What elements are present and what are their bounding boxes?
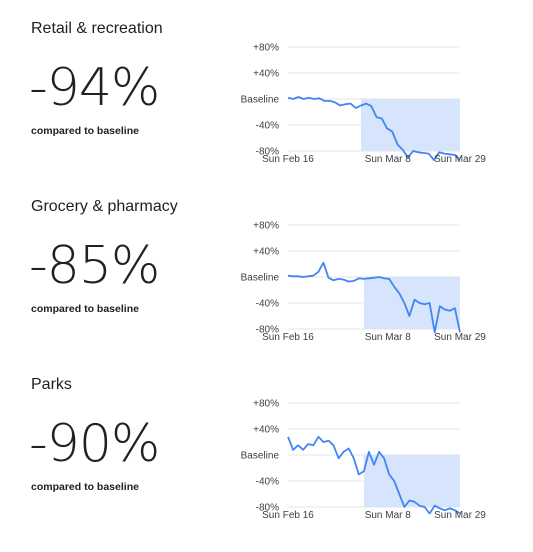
y-tick-label: -40% [256, 299, 279, 310]
panel-grocery: Grocery & pharmacy -85% compared to base… [0, 178, 533, 356]
y-tick-label: +80% [253, 399, 279, 410]
series-line [287, 96, 461, 161]
trend-chart: +80% +40% Baseline -40% -80%Sun Feb 16 Sun Ma… [241, 43, 487, 166]
series-line [287, 435, 461, 515]
x-tick-label: Sun Feb 16 [262, 510, 314, 521]
caption: compared to baseline [31, 303, 139, 315]
trend-chart: +80% +40% Baseline -40% -80%Sun Feb 16 Sun Ma… [241, 221, 487, 344]
trend-chart: +80% +40% Baseline -40% -80%Sun Feb 16 Sun Ma… [241, 399, 487, 522]
series-line [287, 261, 461, 334]
headline-value: -90% [29, 414, 160, 474]
panel-retail: Retail & recreation -94% compared to bas… [0, 0, 533, 178]
y-tick-label: Baseline [241, 95, 280, 106]
y-tick-label: +40% [253, 425, 279, 436]
y-tick-label: -80% [256, 503, 279, 514]
y-tick-label: Baseline [241, 273, 280, 284]
y-tick-label: Baseline [241, 451, 280, 462]
x-tick-label: Sun Mar 29 [434, 332, 486, 343]
x-tick-label: Sun Mar 29 [434, 510, 486, 521]
y-tick-label: -80% [256, 325, 279, 336]
panel-title: Retail & recreation [31, 20, 163, 37]
panel-title: Parks [31, 376, 72, 393]
headline-value: -85% [29, 236, 160, 296]
x-tick-label: Sun Mar 29 [434, 154, 486, 165]
headline-value: -94% [29, 58, 160, 118]
x-tick-label: Sun Mar 8 [365, 510, 412, 521]
y-tick-label: +40% [253, 69, 279, 80]
y-tick-label: +40% [253, 247, 279, 258]
x-tick-label: Sun Feb 16 [262, 154, 314, 165]
y-tick-label: -80% [256, 147, 279, 158]
panel-parks: Parks -90% compared to baseline +80% +40%… [0, 356, 533, 534]
x-tick-label: Sun Feb 16 [262, 332, 314, 343]
caption: compared to baseline [31, 125, 139, 137]
y-tick-label: +80% [253, 43, 279, 54]
below-baseline-shading [363, 455, 460, 507]
below-baseline-shading [360, 99, 460, 151]
caption: compared to baseline [31, 481, 139, 493]
y-tick-label: -40% [256, 477, 279, 488]
x-tick-label: Sun Mar 8 [365, 154, 412, 165]
y-tick-label: +80% [253, 221, 279, 232]
below-baseline-shading [363, 277, 460, 329]
y-tick-label: -40% [256, 121, 279, 132]
x-tick-label: Sun Mar 8 [365, 332, 412, 343]
panel-title: Grocery & pharmacy [31, 198, 178, 215]
